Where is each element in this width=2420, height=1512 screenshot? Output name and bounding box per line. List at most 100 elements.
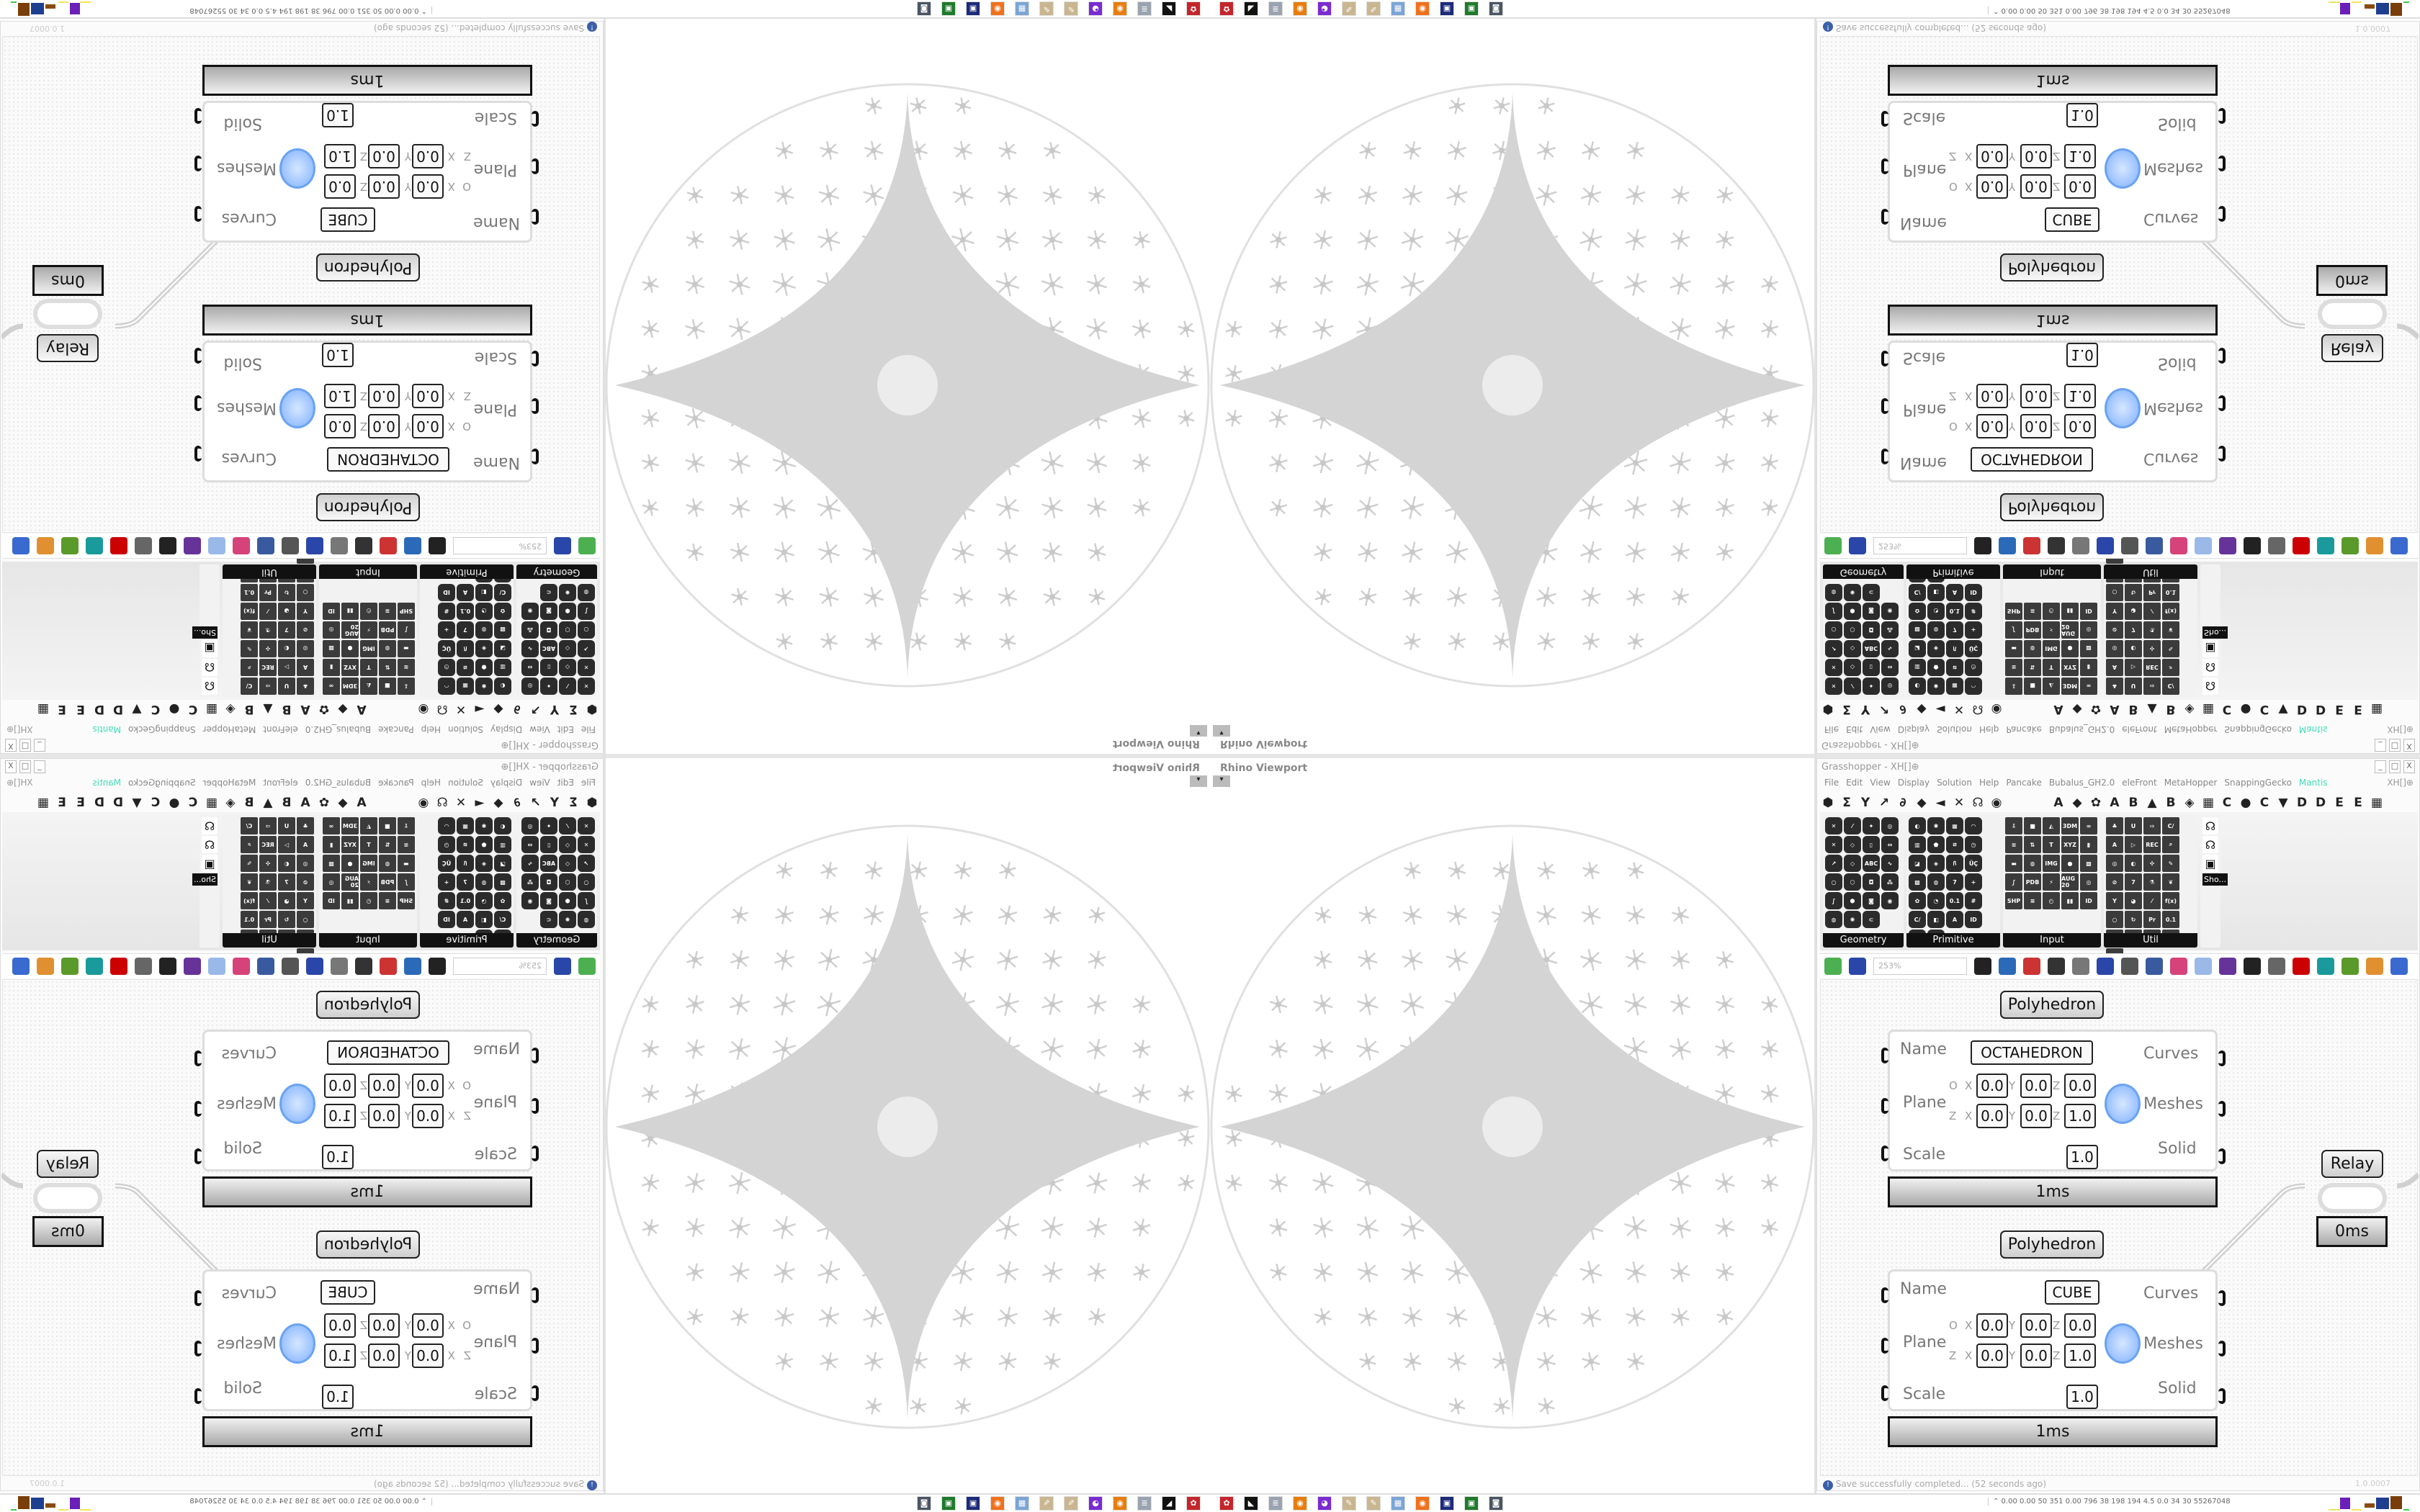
menu-display[interactable]: Display: [1897, 724, 1930, 734]
component-icon[interactable]: AUG 20: [341, 873, 359, 891]
output-grip[interactable]: [2218, 395, 2226, 411]
tab-icon[interactable]: ◈: [2184, 796, 2195, 810]
output-grip[interactable]: [194, 206, 202, 222]
tab-icon[interactable]: Σ: [569, 702, 578, 716]
component-icon[interactable]: ◷: [1965, 659, 1982, 676]
tab-icon[interactable]: ☊: [436, 702, 448, 716]
component-icon[interactable]: ▥: [494, 659, 511, 676]
app-blender-icon[interactable]: ◉: [1293, 1496, 1307, 1511]
component-icon[interactable]: Pr: [259, 911, 277, 928]
menu-snappinggecko[interactable]: SnappingGecko: [128, 778, 196, 788]
tab-icon[interactable]: ●: [169, 796, 180, 810]
z-y-field[interactable]: 0.0: [2020, 144, 2052, 168]
tab-icon[interactable]: B: [2128, 796, 2138, 810]
image-icon[interactable]: [2121, 957, 2138, 975]
menu-metahopper[interactable]: MetaHopper: [202, 778, 256, 788]
tab-icon[interactable]: ▼: [132, 702, 142, 716]
component-icon[interactable]: ꟗ: [457, 855, 474, 872]
component-icon[interactable]: ○: [2106, 911, 2123, 928]
app-floppy-icon[interactable]: ▣: [966, 1, 980, 16]
component-icon[interactable]: ▮▮: [341, 603, 359, 620]
app-monitor-icon[interactable]: ◙: [1489, 1496, 1503, 1511]
app-scroll-icon[interactable]: ≣: [1268, 1, 1283, 16]
component-icon[interactable]: ◔: [1927, 603, 1945, 620]
tab-icon[interactable]: B: [2166, 702, 2176, 716]
input-grip[interactable]: [532, 1287, 539, 1303]
tab-icon[interactable]: C: [188, 702, 198, 716]
component-icon[interactable]: ∫: [1825, 603, 1842, 620]
input-grip[interactable]: [532, 158, 539, 174]
cylinder-icon[interactable]: [135, 957, 152, 975]
wire-icon[interactable]: [2048, 537, 2065, 555]
input-grip[interactable]: [532, 1146, 539, 1161]
zoom-level-input[interactable]: 253%: [1873, 957, 1967, 975]
component-icon[interactable]: A: [2106, 659, 2123, 676]
component-icon[interactable]: Y: [297, 892, 314, 909]
tab-icon[interactable]: C: [2222, 702, 2232, 716]
component-icon[interactable]: IMG: [2043, 855, 2060, 872]
tab-icon[interactable]: ▦: [37, 796, 50, 810]
sketch-icon[interactable]: [380, 537, 397, 555]
cup-icon[interactable]: [159, 537, 176, 555]
preview-eye-icon[interactable]: [1999, 957, 2016, 975]
component-icon[interactable]: A: [1946, 584, 1963, 601]
component-icon[interactable]: ☊: [202, 836, 218, 853]
component-icon[interactable]: ⌕: [241, 659, 258, 676]
app-inkscape-icon[interactable]: ◣: [1244, 1, 1258, 16]
component-icon[interactable]: ▮▮: [2061, 603, 2079, 620]
o-x-field[interactable]: 0.0: [1976, 414, 2008, 438]
component-icon[interactable]: ∫: [578, 603, 595, 620]
component-icon[interactable]: ✱: [1927, 678, 1945, 695]
panel-title[interactable]: Geometry: [1823, 933, 1904, 948]
component-icon[interactable]: ⇨: [259, 678, 277, 695]
component-icon[interactable]: Pr: [2143, 584, 2161, 601]
component-icon[interactable]: ◍: [475, 621, 493, 639]
component-icon[interactable]: #: [1965, 603, 1982, 620]
tab-icon[interactable]: ☊: [1972, 702, 1984, 716]
component-icon[interactable]: ⇅: [2024, 836, 2041, 853]
component-icon[interactable]: ≡: [379, 892, 396, 909]
component-icon[interactable]: ♣: [2106, 678, 2123, 695]
input-grip[interactable]: [532, 1098, 539, 1114]
component-icon[interactable]: U: [2125, 817, 2142, 834]
component-body[interactable]: Name Plane Scale OCTAHEDRON O Z X 0.0 Y 0.0 Z 0.0 X 0…: [194, 341, 539, 482]
panel-title[interactable]: Geometry: [516, 564, 597, 579]
component-icon[interactable]: ◈: [1927, 855, 1945, 872]
tab-icon[interactable]: ◉: [418, 796, 429, 810]
o-x-field[interactable]: 0.0: [1976, 1313, 2008, 1338]
tab-icon[interactable]: ◉: [418, 702, 429, 716]
component-icon[interactable]: ⁄: [559, 817, 576, 834]
component-body[interactable]: Name Plane Scale OCTAHEDRON O Z X 0.0 Y 0.0 Z 0.0 X 0…: [1881, 1030, 2226, 1171]
component-icon[interactable]: A: [2106, 836, 2123, 853]
component-icon[interactable]: ◎: [521, 678, 539, 695]
tab-icon[interactable]: E: [58, 796, 66, 810]
component-icon[interactable]: ✕: [1825, 836, 1842, 853]
component-icon[interactable]: ∞: [323, 678, 340, 695]
component-icon[interactable]: ⧄: [457, 659, 474, 676]
menu-bubalusgh20[interactable]: Bubalus_GH2.0: [305, 724, 372, 734]
component-icon[interactable]: ⇔: [521, 659, 539, 676]
app-purple-icon[interactable]: ◕: [1317, 1496, 1332, 1511]
component-icon[interactable]: +: [1965, 621, 1982, 639]
component-body[interactable]: Name Plane Scale OCTAHEDRON O Z X 0.0 Y 0.0 Z 0.0 X 0…: [194, 1030, 539, 1171]
component-icon[interactable]: ♣: [297, 678, 314, 695]
component-icon[interactable]: REC: [2143, 836, 2161, 853]
component-icon[interactable]: ✿: [1909, 892, 1926, 909]
component-icon[interactable]: ▮: [2080, 836, 2097, 853]
component-icon[interactable]: ▮: [323, 836, 340, 853]
tab-icon[interactable]: ∂: [514, 702, 521, 716]
component-icon[interactable]: ⌕: [2162, 836, 2179, 853]
component-icon[interactable]: ✕: [578, 659, 595, 676]
component-icon[interactable]: Y: [2106, 892, 2123, 909]
sphere-half-icon[interactable]: [37, 957, 54, 975]
component-icon[interactable]: ID: [323, 603, 340, 620]
z-z-field[interactable]: 1.0: [324, 144, 356, 168]
tab-icon[interactable]: ◄: [1935, 702, 1945, 716]
component-icon[interactable]: ⬢: [559, 892, 576, 909]
component-icon[interactable]: ✿: [494, 892, 511, 909]
component-icon[interactable]: +: [1965, 873, 1982, 891]
menu-file[interactable]: File: [581, 778, 596, 788]
component-icon[interactable]: ⊂: [540, 584, 557, 601]
z-x-field[interactable]: 0.0: [412, 384, 444, 408]
tab-icon[interactable]: ◄: [1935, 796, 1945, 810]
